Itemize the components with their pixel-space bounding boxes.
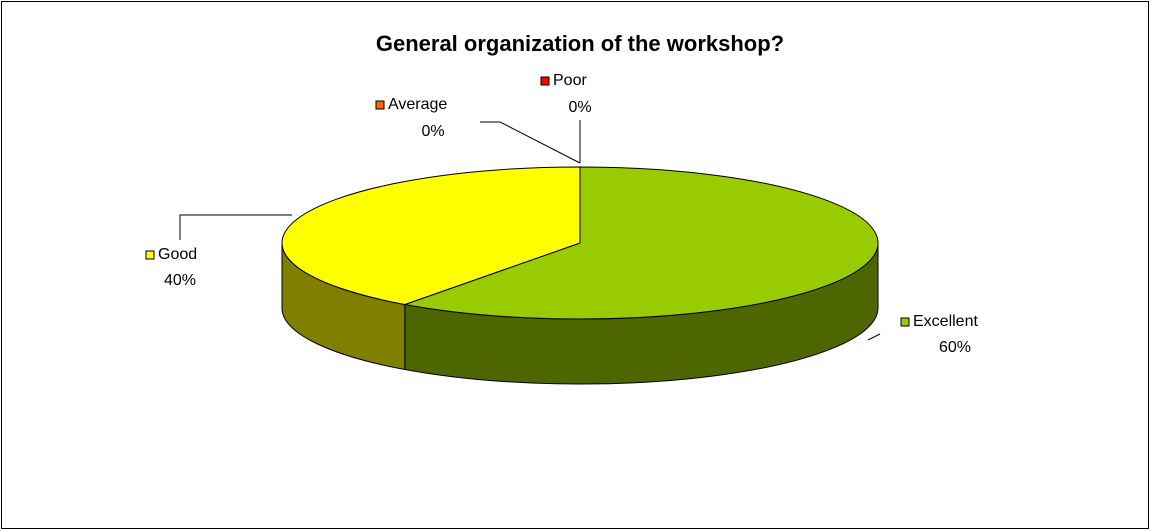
value-label: 40% xyxy=(164,272,196,289)
legend-swatch xyxy=(540,76,550,86)
pie-tops xyxy=(281,166,879,320)
legend-swatch xyxy=(900,317,910,327)
leader-lines xyxy=(179,120,881,341)
data-labels: Excellent 60% Good 40% Average 0% Poor 0% xyxy=(145,72,978,356)
value-label: 0% xyxy=(568,99,591,116)
category-label: Excellent xyxy=(913,313,978,330)
legend-swatch xyxy=(145,250,155,260)
pie-slice xyxy=(402,166,879,320)
leader-line xyxy=(179,214,292,240)
leader-line xyxy=(867,333,881,341)
pie-slice xyxy=(281,166,581,306)
value-label: 60% xyxy=(939,339,971,356)
legend-swatch xyxy=(375,100,385,110)
category-label: Average xyxy=(388,96,447,113)
category-label: Good xyxy=(158,246,197,263)
chart-title: General organization of the workshop? xyxy=(376,31,784,56)
value-label: 0% xyxy=(421,123,444,140)
leader-line xyxy=(480,121,581,164)
category-label: Poor xyxy=(553,72,587,89)
